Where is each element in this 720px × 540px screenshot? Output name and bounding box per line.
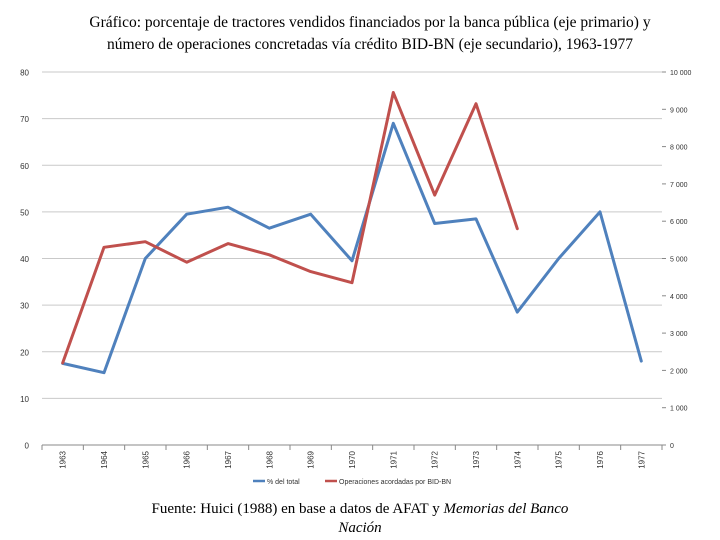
left-axis-tick-labels: 0 10 20 30 40 50 60 70 80 — [20, 69, 29, 451]
x-tick-label: 1972 — [431, 450, 440, 468]
x-tick-label: 1974 — [513, 450, 522, 468]
x-tick-label: 1965 — [141, 450, 150, 468]
right-tick-label: 8 000 — [670, 145, 688, 152]
series-line-2 — [61, 91, 519, 365]
x-tick-label: 1971 — [389, 450, 398, 468]
right-tick-label: 0 — [670, 443, 674, 450]
right-tick-label: 7 000 — [670, 182, 688, 189]
right-tick-label: 4 000 — [670, 294, 688, 301]
x-tick-label: 1973 — [472, 450, 481, 468]
source-italic-2: Nación — [338, 520, 382, 536]
left-tick-label: 20 — [20, 348, 29, 357]
right-tick-label: 3 000 — [670, 331, 688, 338]
left-tick-label: 60 — [20, 162, 29, 171]
x-tick-label: 1977 — [637, 450, 646, 468]
legend-label-2: Operaciones acordadas por BID-BN — [339, 479, 451, 486]
chart-title: Gráfico: porcentaje de tractores vendido… — [40, 12, 700, 56]
series-line-1 — [61, 121, 643, 375]
right-tick-label: 9 000 — [670, 107, 688, 114]
left-tick-label: 70 — [20, 115, 29, 124]
series-lines — [61, 91, 643, 375]
x-tick-label: 1966 — [183, 450, 192, 468]
right-axis-tick-labels: 0 1 000 2 000 3 000 4 000 5 000 6 000 7 000 8 00… — [662, 70, 692, 450]
left-tick-label: 30 — [20, 302, 29, 311]
left-tick-label: 80 — [20, 69, 29, 78]
source-italic-1: Memorias del Banco — [443, 501, 569, 517]
legend-label-1: % del total — [267, 479, 300, 486]
x-axis-tick-labels: 1963 1964 1965 1966 1967 1968 1969 1970 1971 1972… — [41, 445, 663, 469]
source-note: Fuente: Huici (1988) en base a datos de … — [110, 500, 610, 538]
right-tick-label: 5 000 — [670, 257, 688, 264]
left-tick-label: 40 — [20, 255, 29, 264]
left-tick-label: 10 — [20, 395, 29, 404]
right-tick-label: 10 000 — [670, 70, 692, 77]
x-tick-label: 1970 — [348, 450, 357, 468]
chart-title-line-1: Gráfico: porcentaje de tractores vendido… — [89, 14, 651, 31]
x-tick-label: 1964 — [100, 450, 109, 468]
right-tick-label: 2 000 — [670, 368, 688, 375]
source-prefix: Fuente: Huici (1988) en base a datos de … — [151, 501, 444, 517]
line-chart: 0 10 20 30 40 50 60 70 80 0 1 000 2 000 3 000 4 000 5… — [20, 69, 692, 487]
left-tick-label: 0 — [25, 442, 30, 451]
x-tick-label: 1975 — [555, 450, 564, 468]
right-tick-label: 1 000 — [670, 406, 688, 413]
right-tick-label: 6 000 — [670, 219, 688, 226]
x-tick-label: 1967 — [224, 450, 233, 468]
x-tick-label: 1968 — [265, 450, 274, 468]
x-tick-label: 1963 — [59, 450, 68, 468]
chart-title-line-2: número de operaciones concretadas vía cr… — [107, 36, 633, 53]
gridlines — [42, 71, 662, 446]
x-tick-label: 1976 — [596, 450, 605, 468]
legend: % del total Operaciones acordadas por BID… — [253, 479, 451, 486]
left-tick-label: 50 — [20, 208, 29, 217]
x-tick-label: 1969 — [307, 450, 316, 468]
